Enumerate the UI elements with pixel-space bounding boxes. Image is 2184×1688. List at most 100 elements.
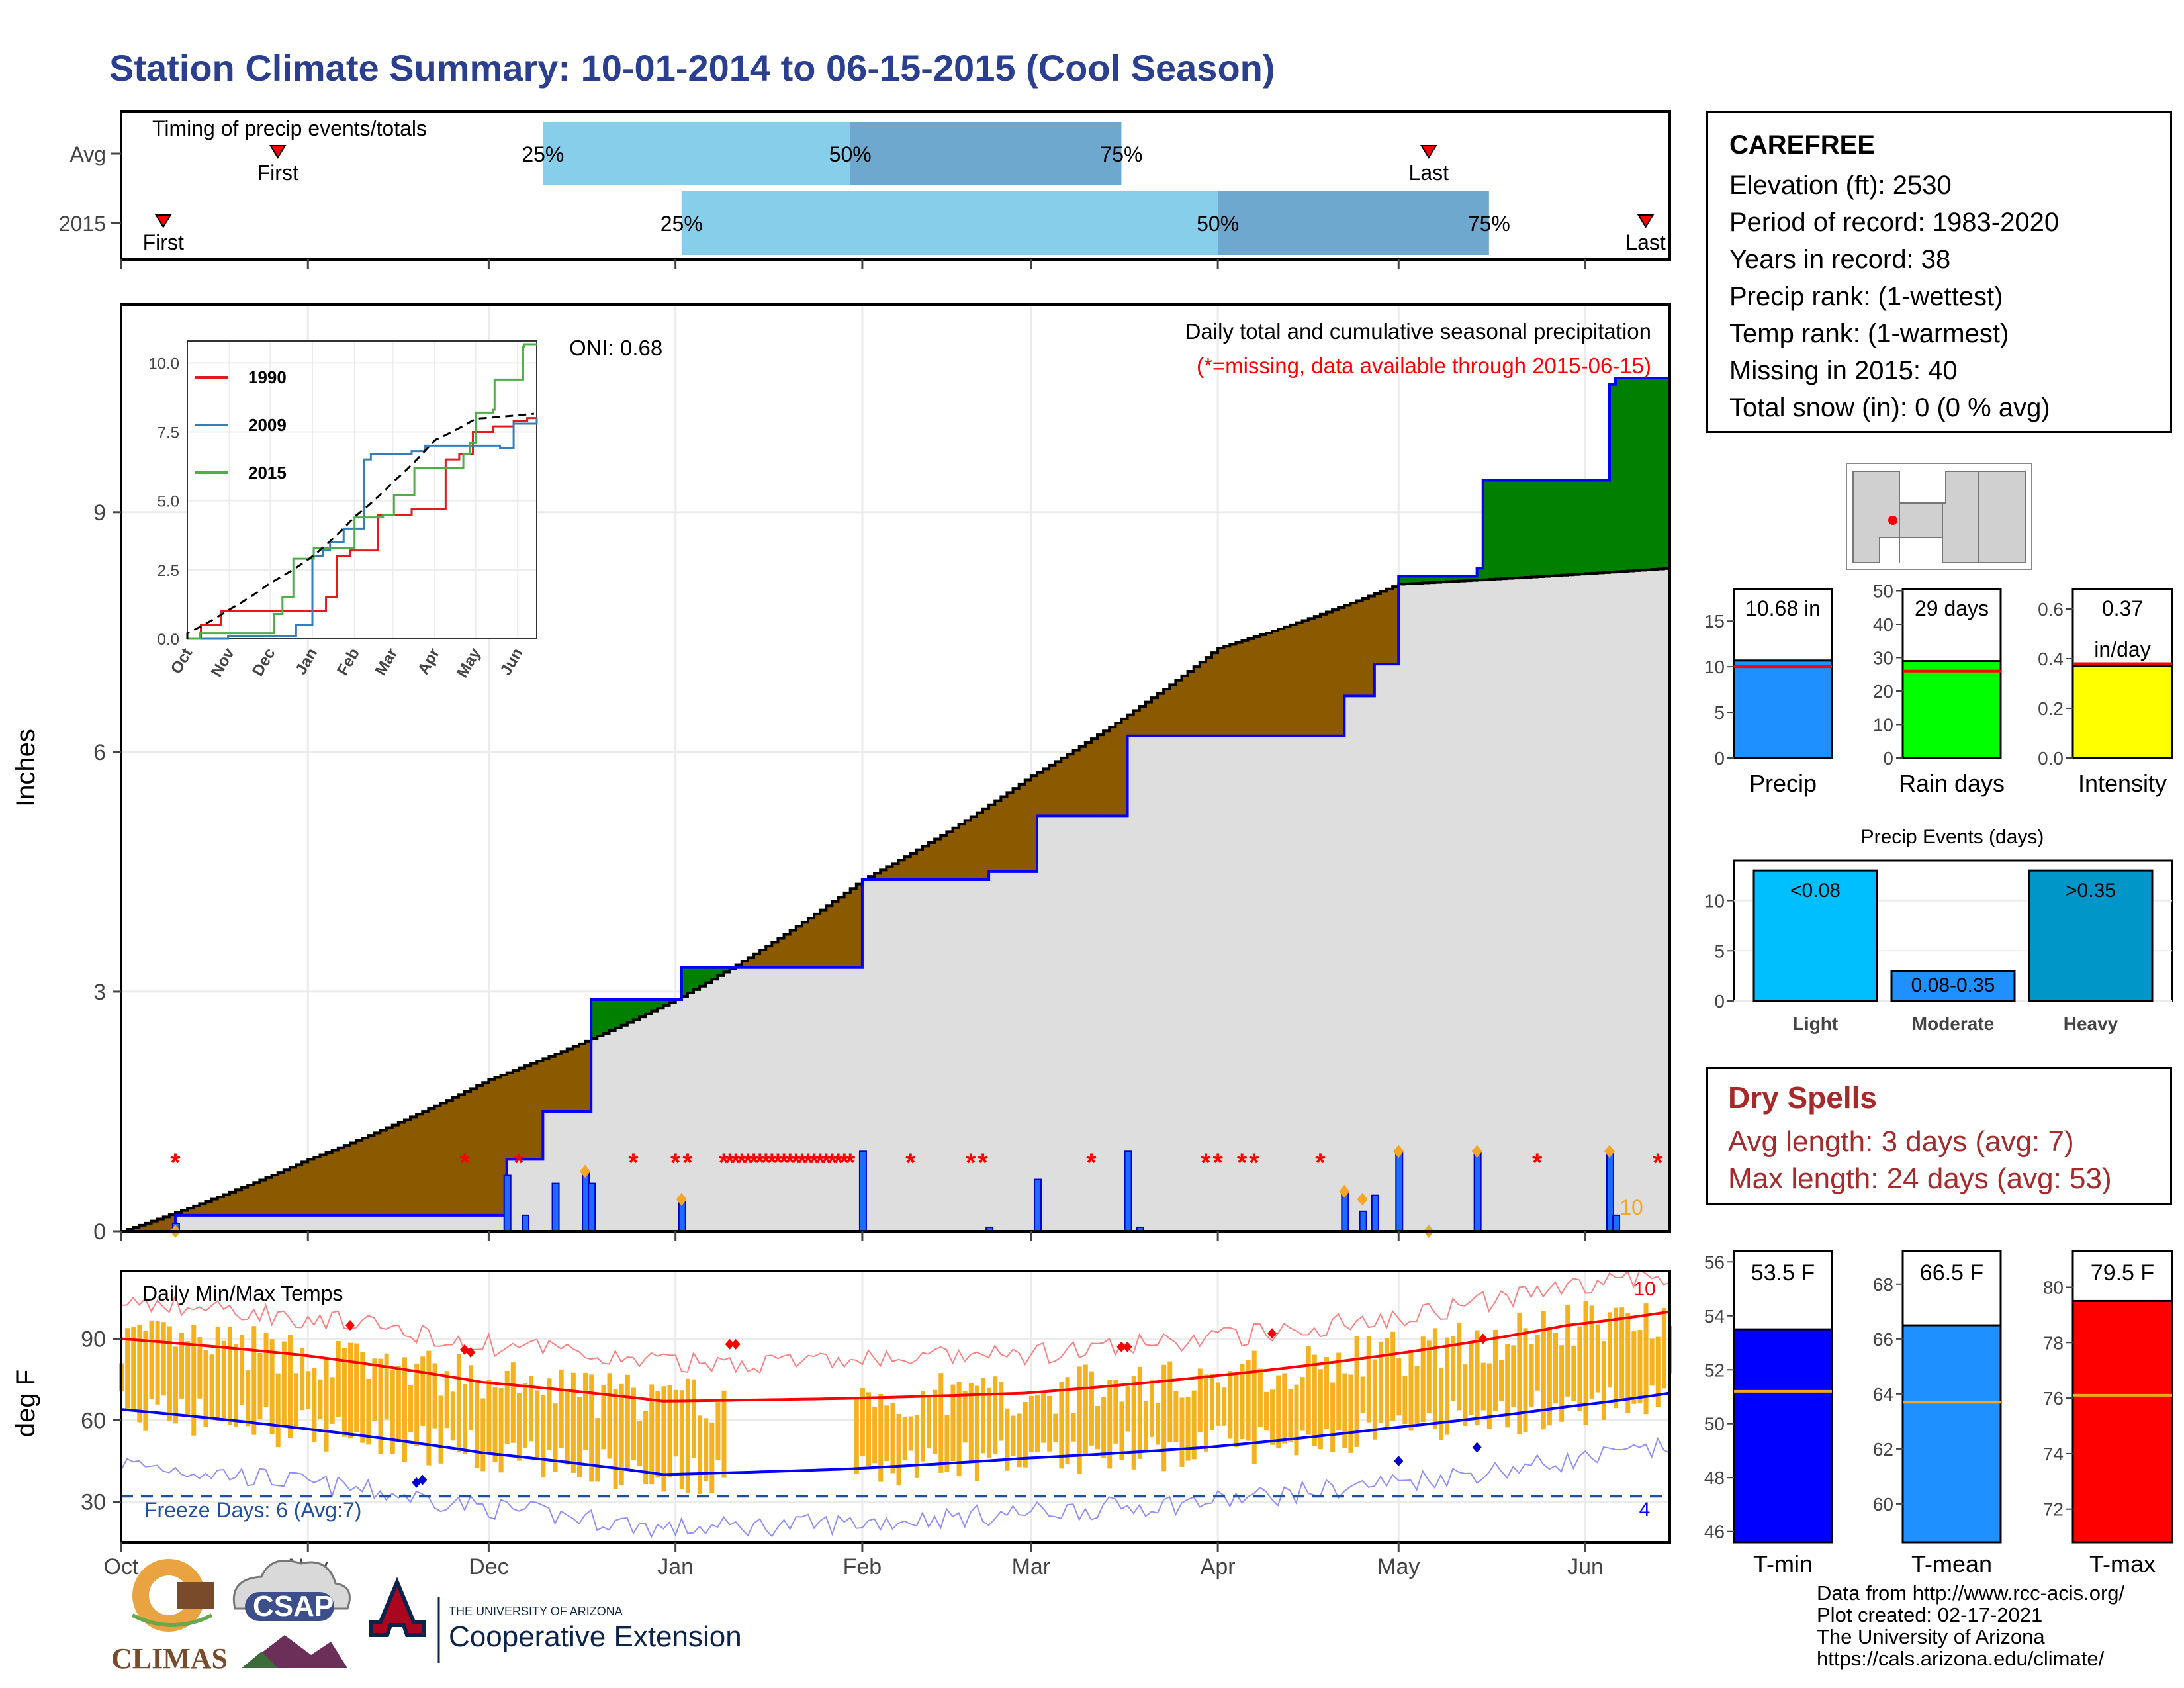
deficit-area — [760, 949, 766, 968]
deficit-area — [784, 934, 791, 968]
daily-temp-bar — [1251, 1350, 1257, 1464]
credits: Data from http://www.rcc-acis.org/ Plot … — [1817, 1582, 2124, 1669]
missing-star: * — [719, 1149, 729, 1178]
daily-temp-bar — [312, 1368, 317, 1442]
temp-bar-label: T-min — [1753, 1550, 1813, 1577]
daily-temp-bar — [631, 1387, 636, 1461]
deficit-area — [735, 964, 743, 968]
deficit-area — [332, 1150, 339, 1215]
daily-temp-bar — [450, 1391, 455, 1441]
missing-star: * — [743, 1149, 753, 1178]
deficit-area — [868, 876, 875, 880]
deficit-area — [482, 1082, 490, 1215]
daily-temp-bar — [950, 1384, 956, 1461]
daily-temp-bar — [1360, 1376, 1365, 1413]
deficit-area — [832, 901, 839, 968]
x-tick-label: Mar — [1012, 1554, 1051, 1579]
daily-temp-bar — [601, 1385, 606, 1450]
daily-temp-bar — [275, 1373, 281, 1448]
surplus-area — [1603, 480, 1610, 573]
daily-temp-bar — [1246, 1359, 1251, 1441]
daily-temp-bar — [287, 1335, 293, 1438]
summary-y-tick: 15 — [1704, 611, 1725, 632]
deficit-area — [934, 839, 941, 880]
record-high-marker — [1478, 1333, 1488, 1344]
daily-temp-bar — [667, 1385, 672, 1478]
daily-temp-bar — [944, 1415, 950, 1472]
y-tick-label: 30 — [81, 1490, 106, 1515]
daily-temp-bar — [1553, 1333, 1559, 1404]
summary-value-label: in/day — [2094, 637, 2150, 661]
surplus-area — [1471, 576, 1478, 581]
deficit-area — [531, 1063, 537, 1160]
temp-bar-y-tick: 56 — [1704, 1252, 1725, 1272]
surplus-area — [603, 1000, 610, 1034]
daily-temp-bar — [1113, 1380, 1118, 1444]
deficit-area — [898, 860, 905, 880]
daily-precip-bar — [1473, 1150, 1482, 1232]
summary-bar-label: Intensity — [2078, 770, 2167, 797]
deficit-area — [1290, 624, 1297, 736]
summary-y-tick: 0.2 — [2038, 698, 2064, 719]
deficit-area — [952, 827, 960, 880]
daily-temp-bar — [1625, 1313, 1631, 1413]
daily-temp-bar — [1101, 1397, 1107, 1458]
surplus-area — [1501, 480, 1508, 579]
daily-temp-bar — [570, 1372, 576, 1473]
legend-label: 1990 — [248, 367, 287, 387]
daily-temp-bar — [1445, 1337, 1450, 1435]
deficit-area — [1326, 612, 1333, 736]
csap-logo — [232, 1560, 351, 1668]
x-tick-label: May — [1377, 1554, 1420, 1579]
daily-temp-bar — [1661, 1307, 1666, 1389]
deficit-area — [1127, 714, 1134, 736]
daily-temp-bar — [1065, 1377, 1070, 1465]
daily-temp-bar — [257, 1352, 263, 1420]
deficit-area — [1284, 626, 1291, 736]
temp-bar-y-tick: 72 — [2043, 1499, 2064, 1520]
daily-temp-bar — [246, 1370, 251, 1427]
daily-temp-bar — [655, 1391, 660, 1478]
deficit-area — [217, 1197, 224, 1215]
daily-temp-bar — [1017, 1413, 1022, 1468]
deficit-area — [248, 1184, 254, 1215]
surplus-area — [1422, 576, 1430, 583]
events-y-tick: 0 — [1714, 991, 1725, 1011]
deficit-area — [1362, 598, 1369, 696]
daily-temp-bar — [173, 1346, 178, 1424]
deficit-area — [555, 1054, 562, 1111]
deficit-area — [766, 946, 772, 968]
temp-bottom-count: 4 — [1639, 1499, 1651, 1521]
surplus-area — [1525, 480, 1532, 578]
daily-temp-bar — [1324, 1357, 1330, 1429]
missing-star: * — [839, 1149, 850, 1178]
timing-bar-50-75 — [1218, 191, 1489, 255]
station-line: Missing in 2015: 40 — [1729, 356, 1958, 385]
daily-precip-bar — [588, 1182, 596, 1232]
record-high-marker — [1116, 1341, 1126, 1352]
daily-temp-bar — [1222, 1387, 1227, 1426]
deficit-area — [296, 1164, 302, 1215]
deficit-area — [308, 1159, 314, 1215]
daily-temp-bar — [263, 1333, 269, 1407]
surplus-area — [1543, 480, 1550, 577]
daily-temp-bar — [209, 1354, 214, 1417]
missing-star: * — [978, 1149, 988, 1178]
deficit-area — [561, 1051, 568, 1111]
deficit-area — [1169, 684, 1176, 736]
x-tick-label: Jan — [657, 1554, 694, 1579]
deficit-area — [1224, 646, 1230, 736]
temp-bar-label: T-max — [2089, 1550, 2156, 1577]
surplus-area — [591, 1000, 598, 1039]
daily-temp-bar — [541, 1395, 546, 1478]
daily-temp-bar — [396, 1365, 401, 1440]
record-high-marker — [731, 1338, 741, 1350]
daily-temp-bar — [366, 1378, 371, 1445]
summary-bar-label: Precip — [1749, 770, 1817, 797]
daily-temp-bar — [444, 1371, 449, 1429]
daily-temp-bar — [1312, 1354, 1317, 1446]
daily-temp-bar — [185, 1341, 191, 1416]
daily-temp-bar — [1263, 1391, 1269, 1431]
missing-star: * — [670, 1149, 681, 1178]
daily-temp-bar — [1589, 1305, 1594, 1399]
